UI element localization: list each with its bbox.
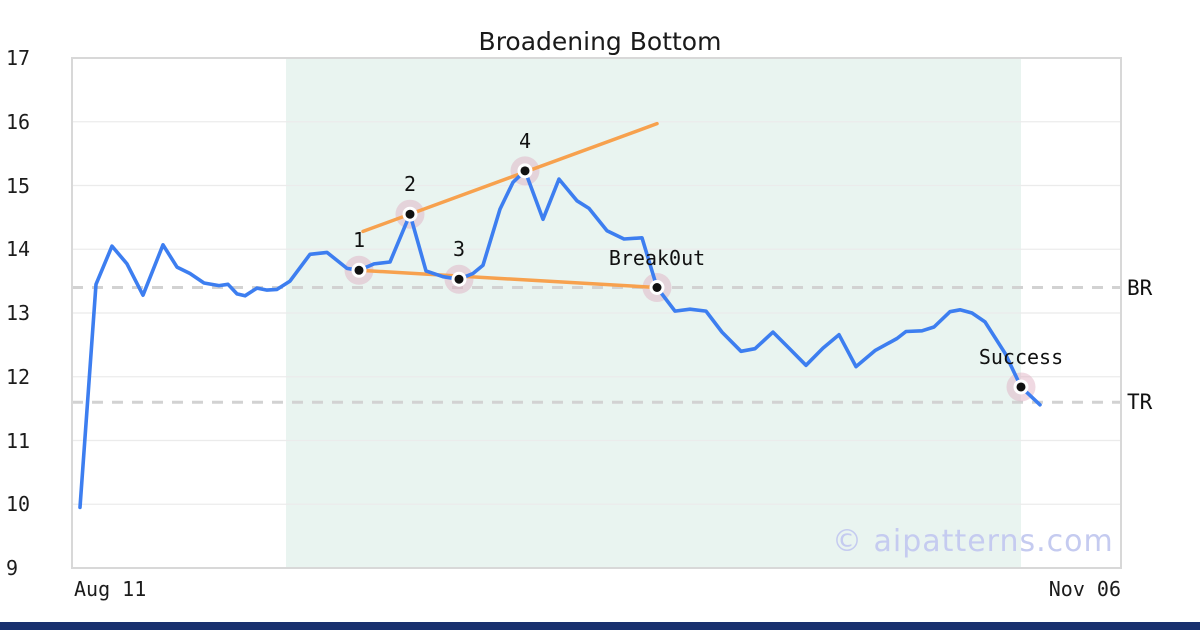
y-tick-label-16: 16 (6, 109, 31, 134)
plot-border (71, 57, 1122, 569)
watermark: © aipatterns.com (832, 524, 1114, 559)
y-tick-label-17: 17 (6, 46, 31, 70)
level-label-br: BR (1127, 275, 1153, 300)
x-tick-end-date: Nov 06 (1048, 577, 1121, 601)
point-label-1: 1 (352, 228, 366, 253)
point-marker (520, 166, 530, 176)
point-label-3: 3 (452, 237, 466, 262)
point-marker (405, 209, 415, 219)
y-tick-label-10: 10 (6, 492, 31, 517)
price-line (78, 169, 1042, 510)
y-tick-label-11: 11 (6, 428, 31, 453)
point-label-success: Success (978, 344, 1064, 369)
bottom-accent-bar (0, 622, 1200, 630)
point-marker (652, 283, 662, 292)
level-label-tr: TR (1127, 390, 1153, 415)
x-tick-start-date: Aug 11 (74, 577, 147, 601)
y-tick-label-13: 13 (6, 301, 31, 325)
y-tick-label-12: 12 (6, 364, 31, 389)
y-tick-label-9: 9 (6, 556, 19, 580)
point-label-break0ut: Break0ut (608, 245, 706, 270)
point-marker (354, 265, 364, 275)
y-tick-label-15: 15 (6, 173, 31, 198)
y-tick-label-14: 14 (6, 237, 31, 262)
point-marker (454, 274, 464, 284)
point-label-2: 2 (403, 172, 417, 197)
point-label-4: 4 (518, 128, 532, 153)
lower-broadening-line (357, 268, 659, 290)
point-marker (1016, 382, 1026, 392)
chart-title: Broadening Bottom (478, 27, 722, 56)
